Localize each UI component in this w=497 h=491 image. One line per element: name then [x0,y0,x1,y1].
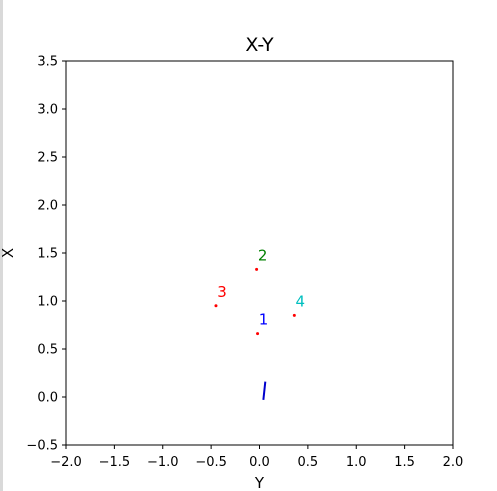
data-point [214,304,218,308]
point-label: 3 [217,283,227,301]
x-tick-label: −0.5 [195,455,227,470]
y-tick-label: 3.5 [37,55,58,70]
y-tick-label: 1.0 [37,295,58,310]
y-tick-label: 1.5 [37,247,58,262]
data-point [292,313,296,317]
point-label: 1 [259,311,269,329]
x-tick-label: 0.5 [298,455,319,470]
y-axis-ticks: −0.5 0.0 0.5 1.0 1.5 2.0 2.5 3.0 3.5 [26,55,66,454]
data-point [255,267,259,271]
x-axis-label: Y [254,474,265,491]
point-label: 4 [296,292,306,310]
segment-line [262,381,267,400]
y-tick-label: 0.0 [37,391,58,406]
chart-title: X-Y [245,34,274,56]
x-tick-label: −1.0 [147,455,179,470]
window-edge [0,0,3,491]
x-tick-label: −2.0 [50,455,82,470]
y-tick-label: 2.5 [37,151,58,166]
y-tick-label: 2.0 [37,199,58,214]
x-tick-label: 0.0 [249,455,270,470]
x-tick-label: 1.0 [346,455,367,470]
plot-area [65,60,454,446]
x-tick-label: −1.5 [99,455,131,470]
y-tick-label: −0.5 [26,439,58,454]
y-axis-label: X [0,248,17,258]
data-point [256,332,260,336]
y-tick-label: 0.5 [37,343,58,358]
point-label: 2 [258,246,268,264]
x-axis-ticks: −2.0 −1.5 −1.0 −0.5 0.0 0.5 1.0 1.5 2.0 [50,445,463,470]
x-tick-label: 2.0 [443,455,464,470]
y-tick-label: 3.0 [37,103,58,118]
data-marks: 1 2 3 4 [214,246,305,400]
x-tick-label: 1.5 [394,455,415,470]
